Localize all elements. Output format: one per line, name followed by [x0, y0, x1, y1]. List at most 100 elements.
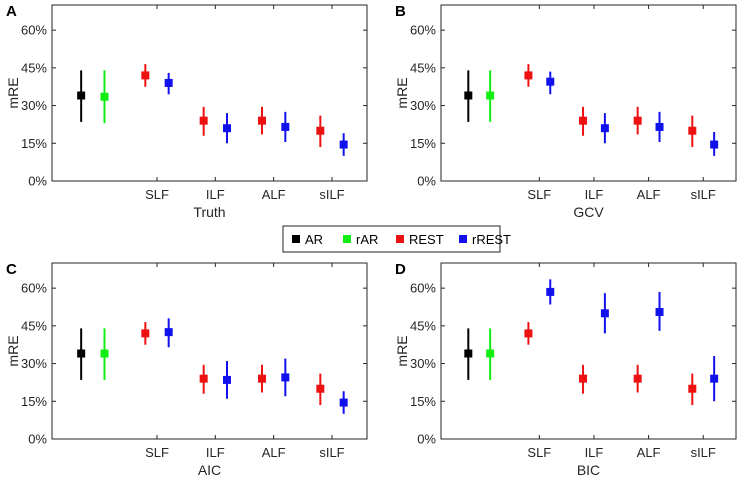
panel-c: 0% 15% 30% 45% 60% SLF ILF ALF sILF AIC mRE C [5, 261, 368, 478]
axes-box [51, 4, 368, 182]
legend-marker-rrest [459, 235, 467, 243]
marker-rest-1 [579, 116, 588, 125]
legend-label-rar: rAR [356, 232, 378, 247]
x-tick-label-alf: ALF [637, 187, 661, 202]
y-tick-label: 0% [417, 174, 436, 189]
x-tick-label-ilf: ILF [206, 187, 225, 202]
y-tick-label: 30% [21, 356, 47, 371]
marker-rrest-3 [339, 398, 348, 407]
legend-label-rrest: rREST [472, 232, 511, 247]
marker-rest-1 [199, 116, 208, 125]
marker-rest-3 [688, 384, 697, 393]
marker-ar-0 [464, 91, 473, 100]
y-tick-label: 45% [410, 318, 436, 333]
marker-rest-0 [141, 71, 150, 80]
y-axis-label: mRE [5, 335, 21, 366]
y-tick-label: 0% [28, 432, 47, 447]
marker-rrest-1 [223, 375, 231, 384]
marker-rar-0 [100, 92, 109, 101]
marker-rrest-3 [710, 140, 719, 149]
marker-rrest-3 [710, 374, 719, 383]
marker-ar-0 [77, 91, 86, 100]
x-tick-label-silf: sILF [319, 187, 344, 202]
legend-label-rest: REST [409, 232, 444, 247]
marker-rest-0 [524, 71, 533, 80]
marker-rest-2 [633, 374, 642, 383]
marker-rrest-2 [281, 373, 290, 382]
marker-rest-3 [688, 126, 697, 135]
x-tick-label-silf: sILF [691, 187, 716, 202]
y-tick-label: 0% [417, 432, 436, 447]
panel-d: 0% 15% 30% 45% 60% SLF ILF ALF sILF BIC mRE D [394, 261, 737, 478]
marker-rrest-2 [655, 122, 664, 131]
y-tick-label: 15% [410, 394, 436, 409]
marker-rrest-0 [164, 78, 173, 87]
legend: AR rAR REST rREST [282, 225, 511, 253]
marker-rar-0 [486, 349, 495, 358]
y-axis-label: mRE [394, 77, 410, 108]
marker-rest-1 [579, 374, 588, 383]
marker-rar-0 [486, 91, 495, 100]
x-axis-label: Truth [193, 204, 225, 220]
marker-rrest-0 [546, 287, 555, 296]
marker-rrest-2 [655, 308, 664, 317]
y-tick-label: 45% [21, 318, 47, 333]
chart-panels: 0% 15% 30% 45% 60% SLF ILF ALF sILF Truth mRE A 0% 15… [5, 3, 737, 478]
panel-a: 0% 15% 30% 45% 60% SLF ILF ALF sILF Truth mRE A [5, 3, 368, 220]
y-tick-label: 45% [410, 60, 436, 75]
y-tick-label: 60% [410, 23, 436, 38]
axes-box [440, 4, 737, 182]
marker-rrest-0 [546, 77, 555, 86]
marker-rest-0 [141, 329, 150, 338]
axes-box [51, 262, 368, 440]
x-tick-label-ilf: ILF [585, 445, 604, 460]
y-tick-label: 45% [21, 60, 47, 75]
y-tick-label: 15% [21, 394, 47, 409]
panel-label: B [395, 3, 406, 20]
y-tick-label: 60% [410, 281, 436, 296]
marker-ar-0 [77, 349, 86, 358]
panel-b: 0% 15% 30% 45% 60% SLF ILF ALF sILF GCV mRE B [394, 3, 737, 220]
marker-rest-2 [633, 116, 642, 125]
legend-marker-ar [292, 235, 300, 243]
marker-rest-3 [316, 384, 325, 393]
legend-entries: AR rAR REST rREST [292, 232, 511, 247]
y-tick-label: 15% [21, 136, 47, 151]
marker-rrest-1 [600, 124, 609, 133]
legend-marker-rest [396, 235, 404, 243]
x-tick-label-slf: SLF [527, 445, 551, 460]
x-tick-label-ilf: ILF [206, 445, 225, 460]
y-tick-label: 60% [21, 23, 47, 38]
marker-rest-2 [258, 374, 266, 383]
x-tick-label-alf: ALF [637, 445, 661, 460]
marker-rest-0 [524, 329, 533, 338]
x-tick-label-slf: SLF [527, 187, 551, 202]
x-tick-label-slf: SLF [145, 187, 169, 202]
x-tick-label-slf: SLF [145, 445, 169, 460]
x-tick-label-alf: ALF [262, 187, 286, 202]
marker-ar-0 [464, 349, 473, 358]
marker-rrest-2 [281, 122, 290, 131]
marker-rrest-3 [339, 140, 348, 149]
y-tick-label: 0% [28, 174, 47, 189]
x-tick-label-silf: sILF [319, 445, 344, 460]
axes-box [440, 262, 737, 440]
marker-rest-3 [316, 126, 325, 135]
marker-rrest-0 [164, 328, 173, 337]
legend-marker-rar [343, 235, 351, 243]
panel-label: A [6, 3, 17, 20]
marker-rrest-1 [600, 309, 609, 318]
y-tick-label: 30% [21, 98, 47, 113]
y-tick-label: 30% [410, 356, 436, 371]
x-axis-label: AIC [198, 462, 221, 478]
x-axis-label: GCV [573, 204, 604, 220]
marker-rest-1 [199, 374, 208, 383]
x-tick-label-alf: ALF [262, 445, 286, 460]
marker-rest-2 [258, 116, 266, 125]
panel-label: C [6, 261, 17, 278]
y-axis-label: mRE [5, 77, 21, 108]
panel-label: D [395, 261, 406, 278]
marker-rrest-1 [223, 124, 231, 133]
legend-label-ar: AR [305, 232, 323, 247]
y-tick-label: 60% [21, 281, 47, 296]
